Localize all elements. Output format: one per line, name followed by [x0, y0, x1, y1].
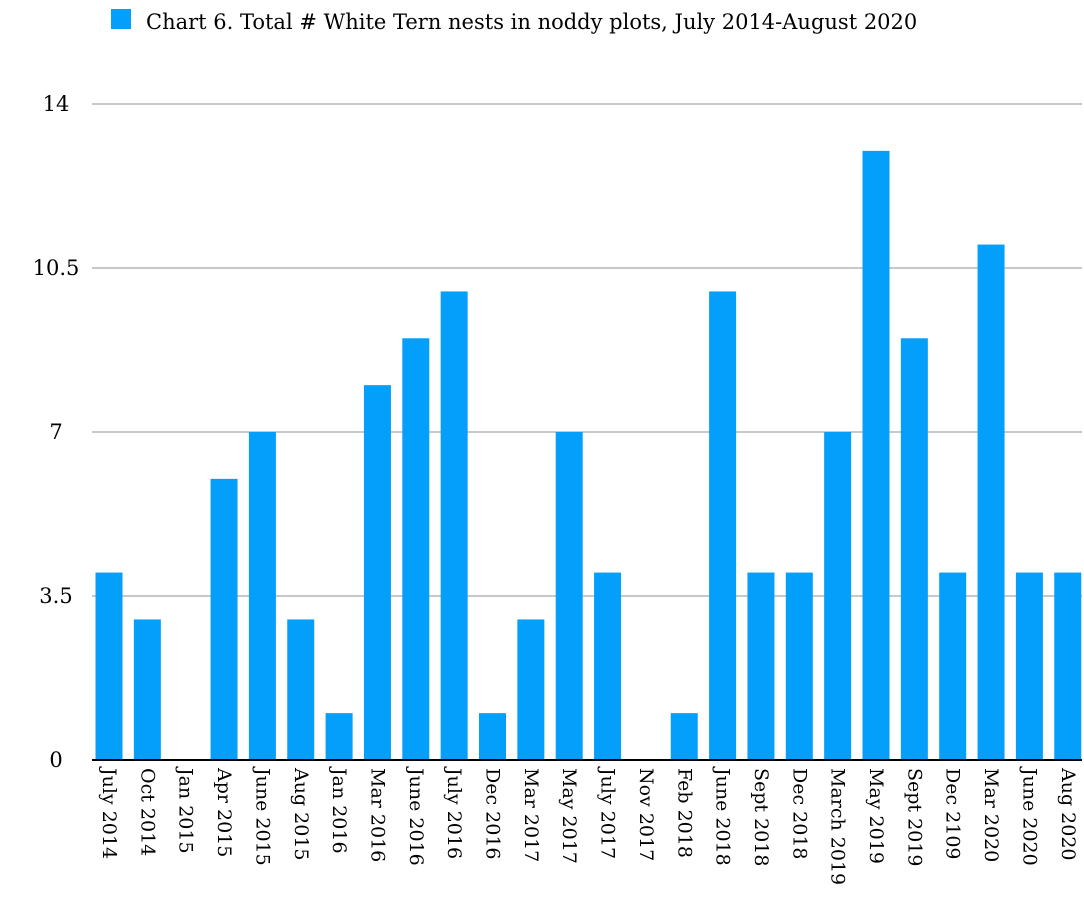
bar: [1054, 572, 1082, 760]
x-tick-label: June 2015: [251, 766, 273, 866]
bars: [95, 150, 1082, 761]
bar: [594, 572, 622, 760]
y-tick-label: 3.5: [39, 584, 72, 608]
bar: [95, 572, 123, 760]
x-tick-label: June 2018: [712, 766, 734, 866]
y-tick-label: 14: [43, 92, 70, 116]
y-tick-label: 7: [49, 420, 62, 444]
bar: [479, 713, 506, 760]
x-tick-label: Jan 2015: [175, 766, 197, 854]
bar: [248, 432, 276, 760]
bar: [133, 619, 161, 760]
legend: Chart 6. Total # White Tern nests in nod…: [111, 9, 917, 34]
x-tick-label: Mar 2017: [520, 768, 542, 862]
bar: [747, 572, 775, 760]
x-tick-label: June 2020: [1018, 766, 1040, 866]
x-tick-label: Feb 2018: [673, 768, 695, 858]
y-tick-label: 0: [49, 748, 62, 772]
x-tick-label: Dec 2109: [942, 768, 964, 860]
bar: [517, 619, 545, 760]
bar: [900, 338, 928, 760]
bar: [939, 572, 967, 760]
bar: [402, 338, 430, 760]
x-tick-label: Dec 2016: [482, 768, 504, 860]
bar: [287, 619, 315, 760]
x-tick-label: Mar 2020: [980, 768, 1002, 862]
bar: [709, 291, 737, 760]
x-tick-label: Sept 2018: [750, 768, 772, 866]
x-tick-label: June 2016: [405, 766, 427, 866]
x-tick-label: Sept 2019: [903, 768, 925, 866]
x-tick-label: July 2017: [597, 766, 619, 859]
x-tick-label: Aug 2015: [290, 767, 312, 861]
bar: [210, 478, 238, 760]
legend-swatch: [111, 9, 131, 29]
x-tick-label: March 2019: [827, 768, 849, 885]
bar: [785, 572, 813, 760]
bar: [862, 150, 890, 760]
bar: [363, 385, 391, 760]
y-tick-label: 10.5: [33, 256, 80, 280]
x-tick-label: Apr 2015: [213, 767, 235, 857]
bar: [670, 713, 698, 760]
bar: [824, 432, 852, 760]
bar: [325, 713, 353, 760]
x-tick-label: Oct 2014: [136, 768, 158, 856]
bar: [555, 432, 583, 760]
legend-label: Chart 6. Total # White Tern nests in nod…: [146, 10, 917, 34]
x-tick-label: May 2017: [558, 768, 580, 864]
x-tick-label: Nov 2017: [635, 768, 657, 861]
x-tick-label: Jan 2016: [328, 766, 350, 854]
bar: [1015, 572, 1043, 760]
bar: [440, 291, 468, 760]
x-tick-label: July 2014: [98, 766, 120, 859]
y-axis-tick-labels: 0 3.5 7 10.5 14: [33, 92, 80, 772]
x-tick-label: May 2019: [865, 768, 887, 864]
x-tick-label: Mar 2016: [366, 768, 388, 862]
gridlines: [92, 103, 1082, 597]
x-tick-label: Aug 2020: [1057, 767, 1079, 861]
x-tick-label: July 2016: [443, 766, 465, 859]
bar: [977, 244, 1005, 761]
x-tick-label: Dec 2018: [788, 768, 810, 860]
x-axis-tick-labels: July 2014 Oct 2014 Jan 2015 Apr 2015 June 20…: [98, 766, 1079, 885]
